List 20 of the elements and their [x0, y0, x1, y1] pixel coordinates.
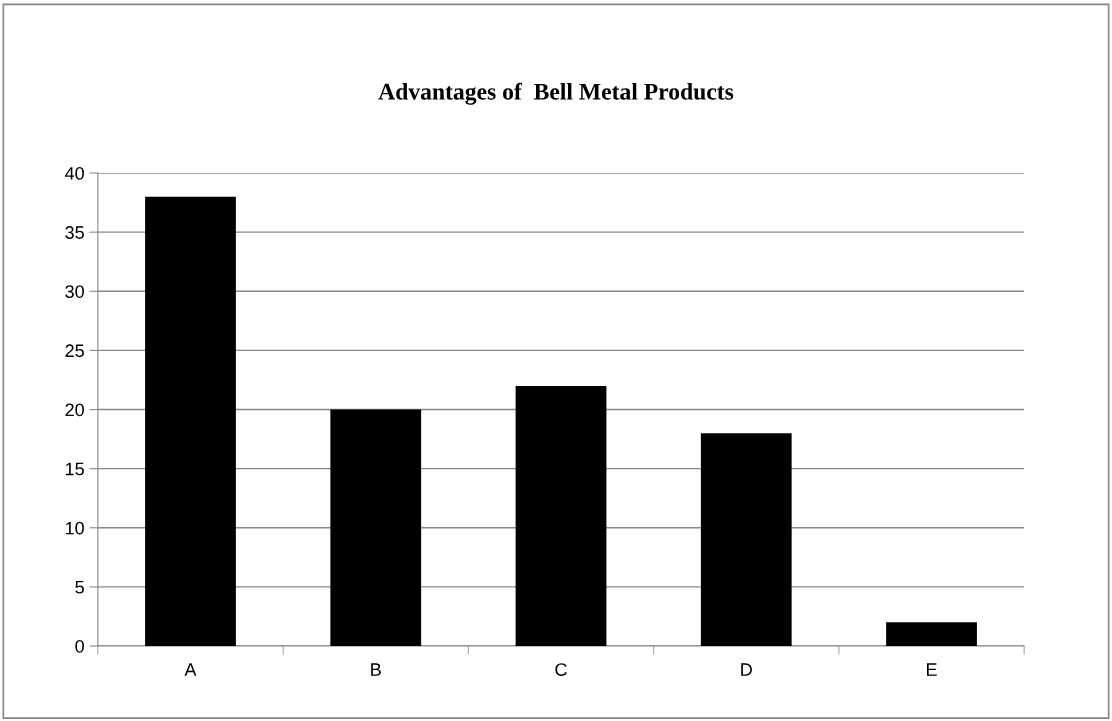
- y-tick-label: 25: [65, 344, 84, 358]
- y-tick-label: 30: [65, 285, 84, 298]
- x-tick-label: D: [741, 663, 752, 676]
- bar: [145, 196, 236, 647]
- y-tick-label: 0: [75, 639, 84, 653]
- bar: [700, 433, 792, 647]
- y-tick-label: 10: [65, 521, 84, 535]
- x-tick-label: B: [371, 663, 381, 676]
- bar: [515, 385, 607, 647]
- bar: [886, 622, 977, 647]
- chart-title: Advantages of Bell Metal Products: [378, 82, 734, 105]
- y-tick-label: 40: [65, 166, 84, 180]
- x-tick-label: E: [926, 663, 937, 676]
- x-tick-label: C: [555, 663, 567, 676]
- x-tick-label: A: [184, 663, 197, 676]
- bar: [330, 409, 422, 647]
- y-tick-label: 15: [65, 462, 84, 476]
- y-tick-label: 35: [65, 226, 84, 239]
- y-tick-label: 20: [65, 403, 84, 417]
- y-tick-label: 5: [75, 581, 84, 594]
